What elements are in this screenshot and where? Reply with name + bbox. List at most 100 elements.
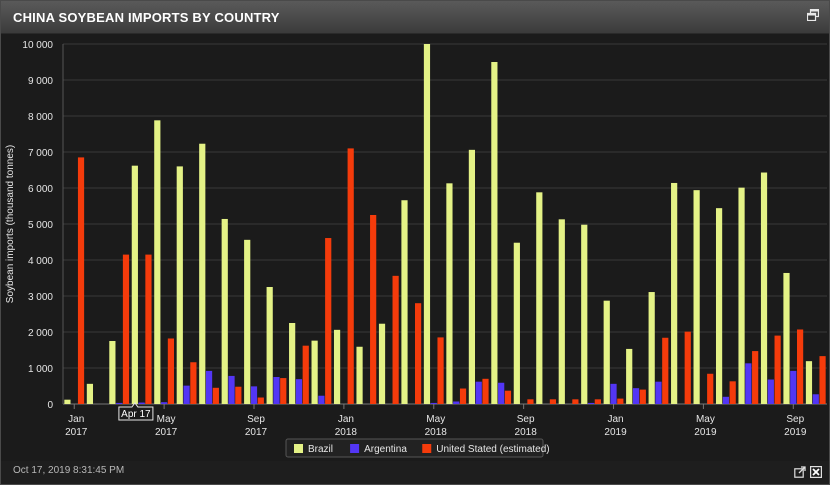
panel-header: CHINA SOYBEAN IMPORTS BY COUNTRY (1, 1, 829, 34)
bar (805, 361, 813, 404)
bar (536, 192, 543, 404)
bar (671, 182, 678, 404)
bar (161, 402, 168, 404)
x-tick-year: 2017 (155, 427, 178, 438)
x-tick-year: 2018 (515, 427, 538, 438)
bar (183, 385, 190, 404)
bar (504, 390, 512, 404)
x-tick-year: 2019 (604, 427, 627, 438)
x-tick-month: Jan (68, 414, 84, 425)
legend-item: Argentina (350, 444, 407, 455)
y-tick-label: 3 000 (28, 292, 53, 303)
bar (64, 399, 71, 404)
bar (581, 224, 588, 404)
bar (738, 187, 745, 404)
bar (190, 362, 197, 404)
bar (250, 386, 258, 404)
bar (745, 363, 752, 404)
panel-footer: Oct 17, 2019 8:31:45 PM (1, 461, 829, 484)
y-axis-label: Soybean imports (thousand tonnes) (5, 145, 16, 303)
x-tick-month: Sep (517, 414, 535, 425)
bar (468, 149, 476, 404)
bar (527, 399, 534, 404)
bar (626, 348, 633, 404)
bar (819, 356, 826, 404)
bar (549, 399, 557, 404)
bar (131, 165, 138, 404)
y-tick-label: 5 000 (28, 220, 53, 231)
bar (167, 338, 175, 404)
bar (558, 219, 565, 404)
y-tick-label: 10 000 (22, 40, 53, 51)
bar (109, 341, 116, 404)
window-popout-icon[interactable] (807, 9, 819, 21)
legend-swatch (422, 444, 432, 453)
bar (603, 300, 610, 404)
bar (311, 340, 318, 404)
bar (684, 331, 691, 404)
bar (491, 62, 498, 404)
series-brazil (64, 44, 813, 404)
y-tick-label: 2 000 (28, 328, 53, 339)
y-tick-label: 1 000 (28, 364, 53, 375)
x-tick-year: 2019 (784, 427, 807, 438)
bar (325, 238, 332, 404)
bar (199, 143, 206, 404)
bar (228, 375, 235, 404)
bar (729, 381, 736, 404)
x-tick-month: Jan (338, 414, 354, 425)
bar (221, 218, 228, 404)
excel-export-icon[interactable] (810, 466, 822, 478)
bar (812, 394, 819, 404)
bar (333, 329, 341, 404)
legend-label: Brazil (308, 444, 333, 455)
x-tick-year: 2019 (694, 427, 717, 438)
external-link-icon[interactable] (794, 466, 806, 478)
hover-tooltip: Apr 17 (118, 402, 154, 421)
bar (594, 399, 601, 404)
bar (459, 388, 467, 404)
bar (610, 383, 617, 404)
bar (414, 303, 422, 404)
chart-title: CHINA SOYBEAN IMPORTS BY COUNTRY (13, 10, 280, 25)
y-tick-label: 6 000 (28, 184, 53, 195)
bar (655, 381, 662, 404)
bar (790, 370, 797, 404)
bar (693, 190, 700, 404)
x-tick-month: May (696, 414, 715, 425)
x-tick-month: May (426, 414, 445, 425)
bar (475, 381, 482, 404)
bar (587, 402, 595, 404)
bar (783, 272, 790, 404)
bar (639, 389, 646, 404)
bar (212, 387, 219, 404)
series-united-stated-estimated (77, 148, 826, 404)
legend-swatch (294, 444, 303, 453)
x-tick-month: Jan (607, 414, 623, 425)
bar (617, 398, 624, 404)
bar (401, 200, 408, 404)
bar (266, 287, 273, 404)
x-tick-month: Sep (786, 414, 804, 425)
series-argentina (116, 363, 819, 404)
bar-chart[interactable]: 0 1 000 2 000 3 000 4 000 5 000 6 000 7 000 8 00… (1, 34, 829, 461)
bar (244, 239, 251, 404)
bar (722, 396, 729, 404)
bar (235, 386, 242, 404)
bar (774, 335, 781, 404)
bar (347, 148, 354, 404)
legend: Brazil Argentina United Stated (estimated) (285, 438, 550, 458)
bar (632, 388, 640, 404)
bar (453, 401, 460, 404)
bar (289, 323, 296, 404)
legend-label: Argentina (364, 444, 407, 455)
x-tick-year: 2018 (425, 427, 448, 438)
y-tick-label: 0 (47, 400, 53, 411)
x-tick-year: 2017 (245, 427, 268, 438)
bar (760, 172, 768, 404)
bar (77, 157, 85, 404)
bar (302, 345, 309, 404)
bar (662, 337, 669, 404)
bar (356, 346, 363, 404)
